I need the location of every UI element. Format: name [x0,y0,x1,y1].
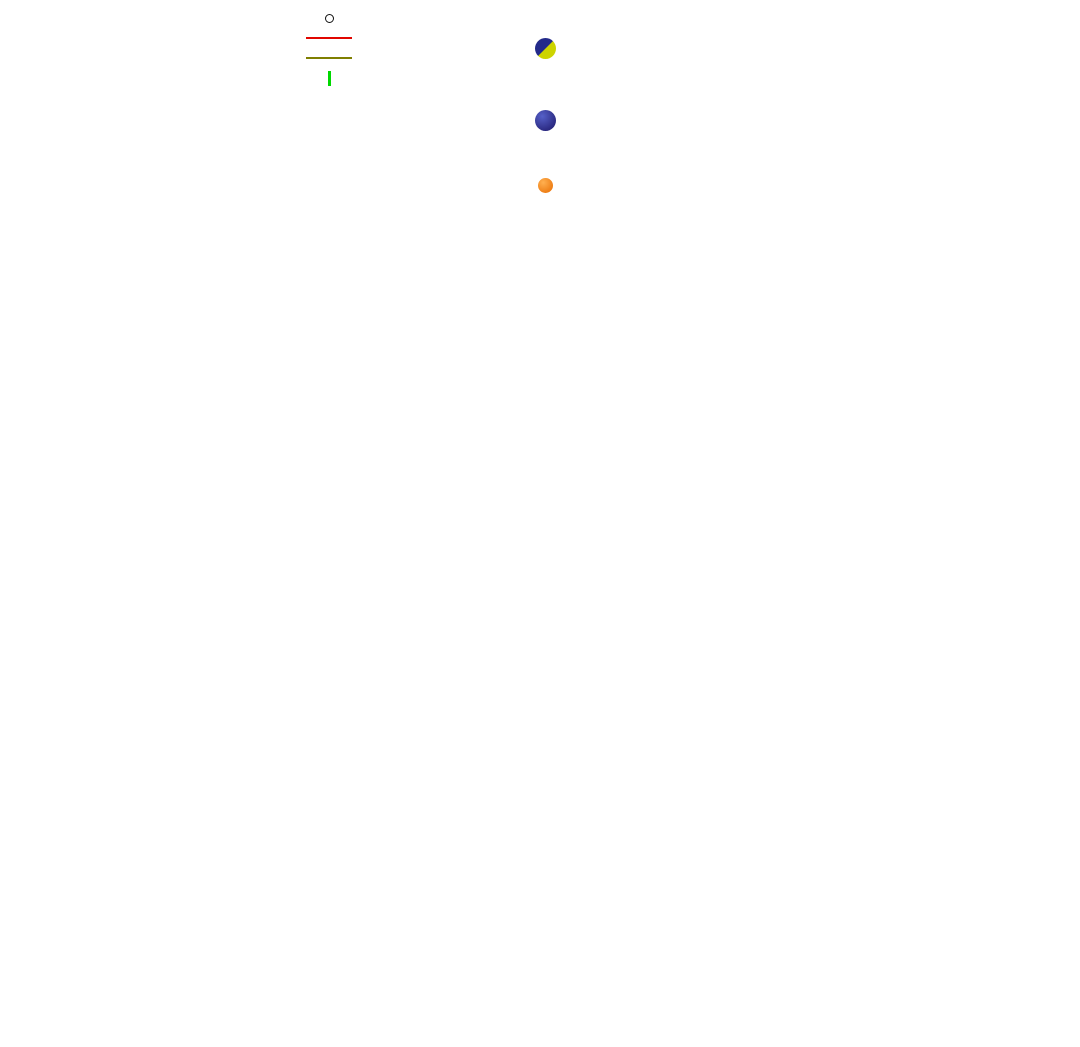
legend-item-o [505,178,585,193]
tem-image [460,372,780,670]
o-atom-icon [537,178,553,193]
sem-image [0,372,460,670]
legend-item-nb [505,110,585,131]
legend-item-observed [300,28,478,48]
red-line-marker-icon [300,37,358,39]
olive-line-marker-icon [300,57,358,59]
crystal-structure [500,0,1080,372]
green-tick-marker-icon [300,70,358,86]
xrd-legend [300,8,478,88]
znnb-atom-icon [534,38,556,59]
legend-item-calculated [300,8,478,28]
saed-pattern [780,372,1080,670]
three-electrode-plot [410,670,760,1047]
legend-item-bragg [300,68,478,88]
cv-plot [0,670,410,1047]
nb-atom-icon [534,110,556,131]
legend-item-znnb [505,38,585,59]
legend-item-error [300,48,478,68]
full-cell-plot [760,670,1080,1047]
open-circle-marker-icon [300,13,358,23]
